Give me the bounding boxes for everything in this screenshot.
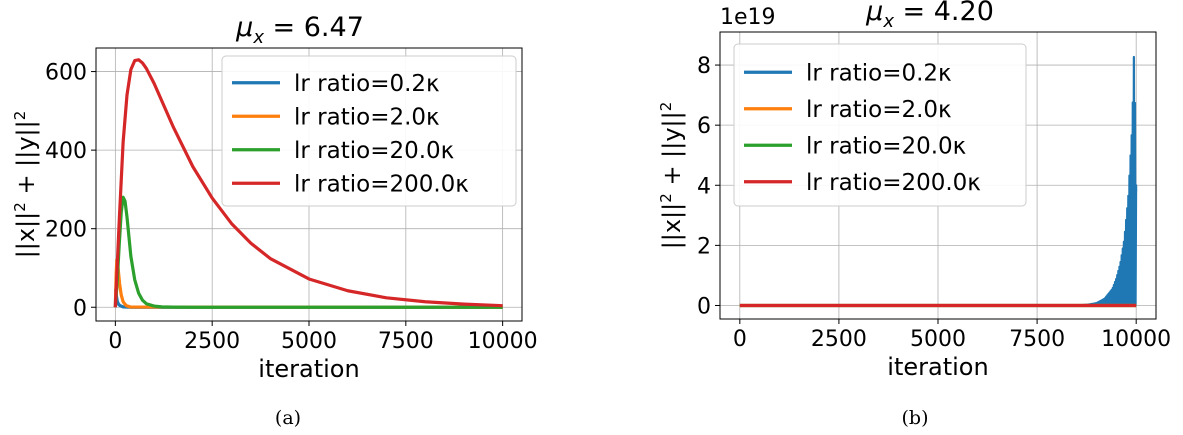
series-line-4 — [113, 58, 503, 308]
legend-entry: lr ratio=2.0κ — [294, 104, 440, 130]
legend-entry: lr ratio=200.0κ — [806, 170, 981, 196]
panel-caption: (a) — [275, 407, 301, 429]
x-tick-label: 7500 — [378, 329, 434, 354]
panel-caption: (b) — [902, 407, 929, 429]
legend-entry: lr ratio=2.0κ — [806, 97, 952, 123]
x-tick-label: 10000 — [468, 329, 538, 354]
x-axis-label: iteration — [887, 353, 988, 381]
axis-offset-text: 1e19 — [720, 5, 776, 30]
y-tick-label: 6 — [697, 114, 711, 139]
legend-entry: lr ratio=0.2κ — [294, 71, 440, 97]
x-tick-label: 2500 — [811, 327, 867, 352]
legend-box — [221, 55, 517, 207]
x-tick-label: 7500 — [1009, 327, 1065, 352]
y-tick-label: 0 — [697, 294, 711, 319]
panel-a-chart: 0 2500 5000 7500 10000 0 200 400 600 iteration ||x… — [11, 12, 538, 429]
legend-entry: lr ratio=20.0κ — [294, 138, 454, 164]
x-tick-label: 0 — [733, 327, 747, 352]
y-tick-label: 400 — [45, 139, 87, 164]
legend-box — [733, 43, 1027, 207]
y-tick-label: 600 — [45, 61, 87, 86]
y-tick-label: 8 — [697, 54, 711, 79]
y-tick-label: 0 — [73, 296, 87, 321]
y-tick-label: 4 — [697, 174, 711, 199]
y-tick-label: 200 — [45, 218, 87, 243]
panel-b-chart: 0 2500 5000 7500 10000 0 2 4 6 8 1e19 iteration ||x|… — [657, 0, 1171, 429]
x-tick-label: 10000 — [1101, 327, 1171, 352]
legend-entry: lr ratio=0.2κ — [806, 60, 952, 86]
x-tick-label: 0 — [108, 329, 122, 354]
y-tick-label: 2 — [697, 234, 711, 259]
x-tick-label: 2500 — [184, 329, 240, 354]
x-axis-label: iteration — [258, 355, 359, 383]
y-axis-label: ||x||2 + ||y||2 — [657, 102, 686, 250]
y-axis-label: ||x||2 + ||y||2 — [11, 111, 40, 259]
x-tick-label: 5000 — [910, 327, 966, 352]
chart-title: μx = 4.20 — [865, 0, 994, 32]
legend-entry: lr ratio=200.0κ — [294, 171, 469, 197]
chart-title: μx = 6.47 — [235, 12, 364, 48]
legend-entry: lr ratio=20.0κ — [806, 133, 966, 159]
x-tick-label: 5000 — [281, 329, 337, 354]
